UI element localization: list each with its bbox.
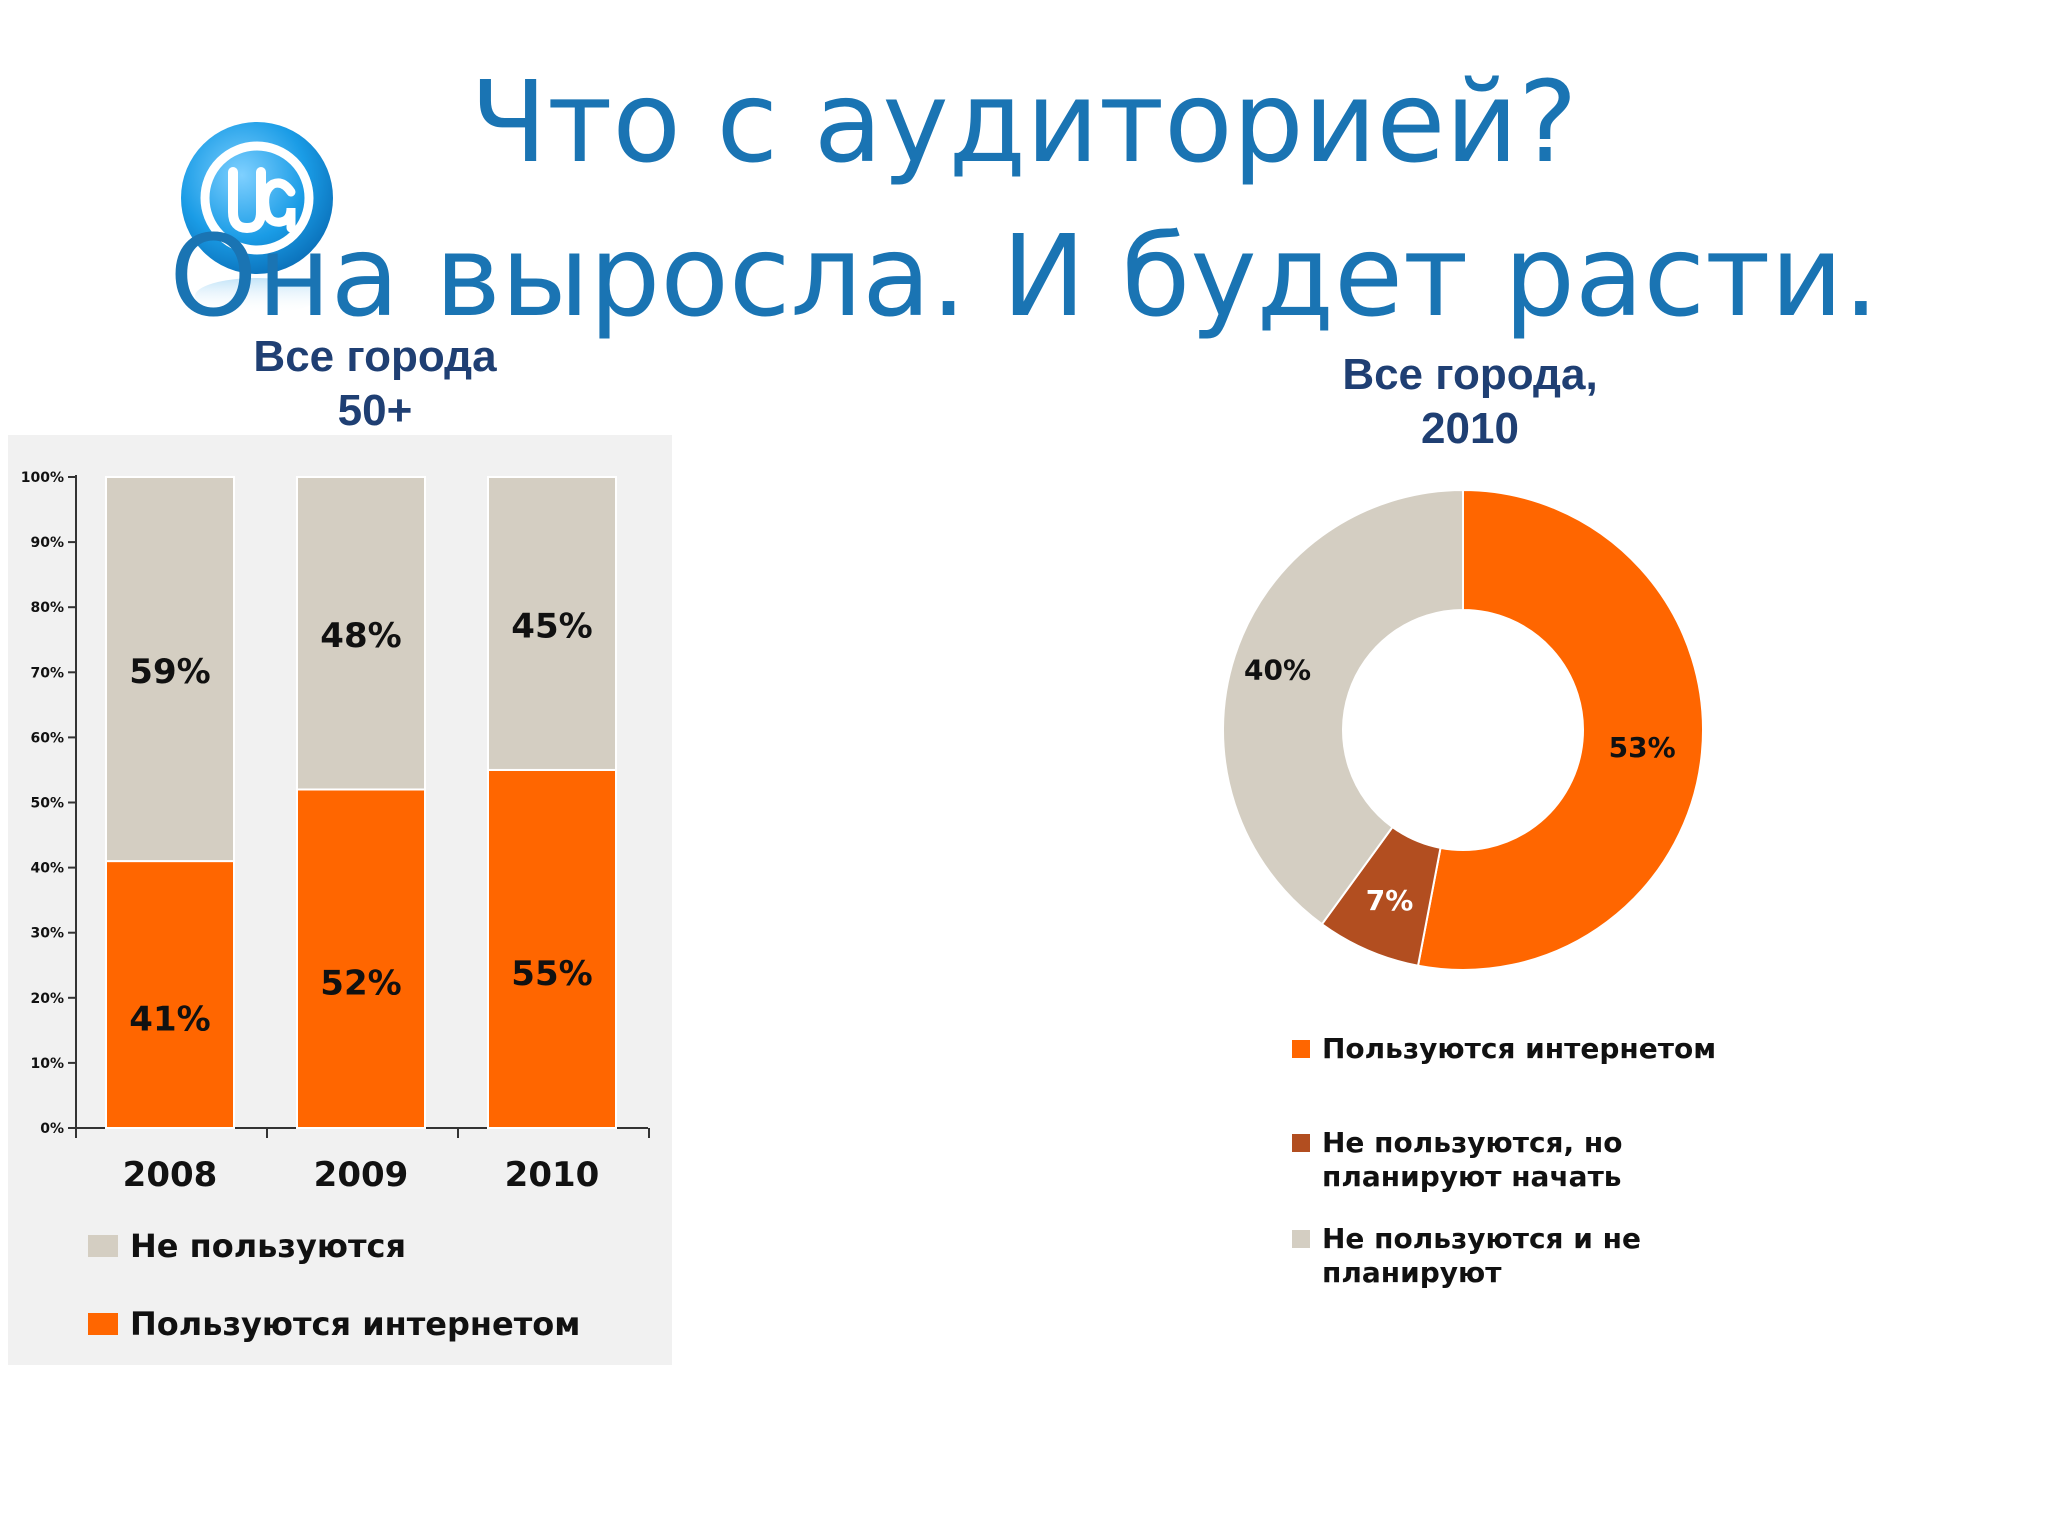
bar-segment <box>487 768 617 1129</box>
bar-chart-caption-line-1: Все города <box>253 332 497 381</box>
y-tick-label: 50% <box>30 796 64 812</box>
legend-swatch-brown <box>1292 1134 1310 1152</box>
bar-chart-caption-line-2: 50+ <box>337 386 413 435</box>
bar-value-label: 55% <box>511 954 592 994</box>
legend-swatch-gray <box>1292 1230 1310 1248</box>
legend-label: Не пользуются, но планируют начать <box>1322 1126 1623 1193</box>
legend-item-not-using: Не пользуются <box>88 1225 406 1267</box>
bar-segment <box>296 476 426 791</box>
bar-segment <box>105 476 235 863</box>
legend-label: Пользуются интернетом <box>130 1305 581 1343</box>
bar-value-label: 48% <box>320 616 401 656</box>
donut-chart-caption: Все города, 2010 <box>1270 348 1670 456</box>
legend-item-using-internet: Пользуются интернетом <box>1292 1032 1742 1066</box>
slide-title-line-1: Что с аудиторией? <box>470 58 1578 188</box>
legend-label: Не пользуются <box>130 1227 407 1265</box>
stacked-bar-chart: 0% 10% 20% 30% 40% 50% 60% 70% 80% 90% 100% 41% 59% 2… <box>21 470 650 1195</box>
legend-label: Пользуются интернетом <box>1322 1032 1717 1065</box>
donut-slice <box>1320 825 1442 967</box>
y-tick-label: 80% <box>30 600 64 616</box>
bar-chart-caption: Все города 50+ <box>190 330 560 438</box>
bar-value-label: 45% <box>511 606 592 646</box>
bar-value-label: 52% <box>320 964 401 1004</box>
x-tick-label: 2008 <box>123 1155 218 1195</box>
donut-slice <box>1222 488 1464 926</box>
bar-segment <box>296 788 426 1129</box>
bar-segment <box>487 476 617 771</box>
donut-value-label: 40% <box>1244 654 1311 687</box>
bar-value-label: 59% <box>129 652 210 692</box>
y-tick-label: 100% <box>21 470 64 486</box>
legend-swatch-gray <box>88 1235 118 1257</box>
legend-swatch-orange <box>88 1313 118 1335</box>
legend-item-not-planning: Не пользуются и не планируют <box>1292 1222 1742 1290</box>
bar-segment <box>105 860 235 1129</box>
legend-swatch-orange <box>1292 1040 1310 1058</box>
donut-chart-caption-line-1: Все города, <box>1342 350 1598 399</box>
y-tick-label: 90% <box>30 535 64 551</box>
donut-value-label: 53% <box>1609 731 1676 764</box>
x-tick-label: 2009 <box>314 1155 409 1195</box>
donut-value-label: 7% <box>1366 884 1414 917</box>
donut-chart-caption-line-2: 2010 <box>1421 404 1519 453</box>
bar-value-label: 41% <box>129 1000 210 1040</box>
y-tick-label: 40% <box>30 861 64 877</box>
bar-chart-panel: 0% 10% 20% 30% 40% 50% 60% 70% 80% 90% 100% 41% 59% 2… <box>8 435 672 1365</box>
ua-at-logo-icon <box>181 122 333 314</box>
legend-item-using-internet: Пользуются интернетом <box>88 1303 580 1345</box>
y-tick-label: 20% <box>30 991 64 1007</box>
donut-slice <box>1416 488 1704 971</box>
slide-title-line-2: Она выросла. И будет расти. <box>169 212 1879 342</box>
y-tick-label: 10% <box>30 1056 64 1072</box>
y-tick-label: 30% <box>30 926 64 942</box>
legend-item-plan-to-start: Не пользуются, но планируют начать <box>1292 1126 1742 1194</box>
donut-chart-legend: Пользуются интернетом Не пользуются, но … <box>1292 1032 1752 1292</box>
y-tick-label: 0% <box>40 1121 64 1137</box>
legend-label: Не пользуются и не планируют <box>1322 1222 1641 1289</box>
y-tick-label: 60% <box>30 730 64 746</box>
x-tick-label: 2010 <box>505 1155 600 1195</box>
y-tick-label: 70% <box>30 665 64 681</box>
bar-chart-legend: Не пользуются Пользуются интернетом <box>88 1225 668 1365</box>
